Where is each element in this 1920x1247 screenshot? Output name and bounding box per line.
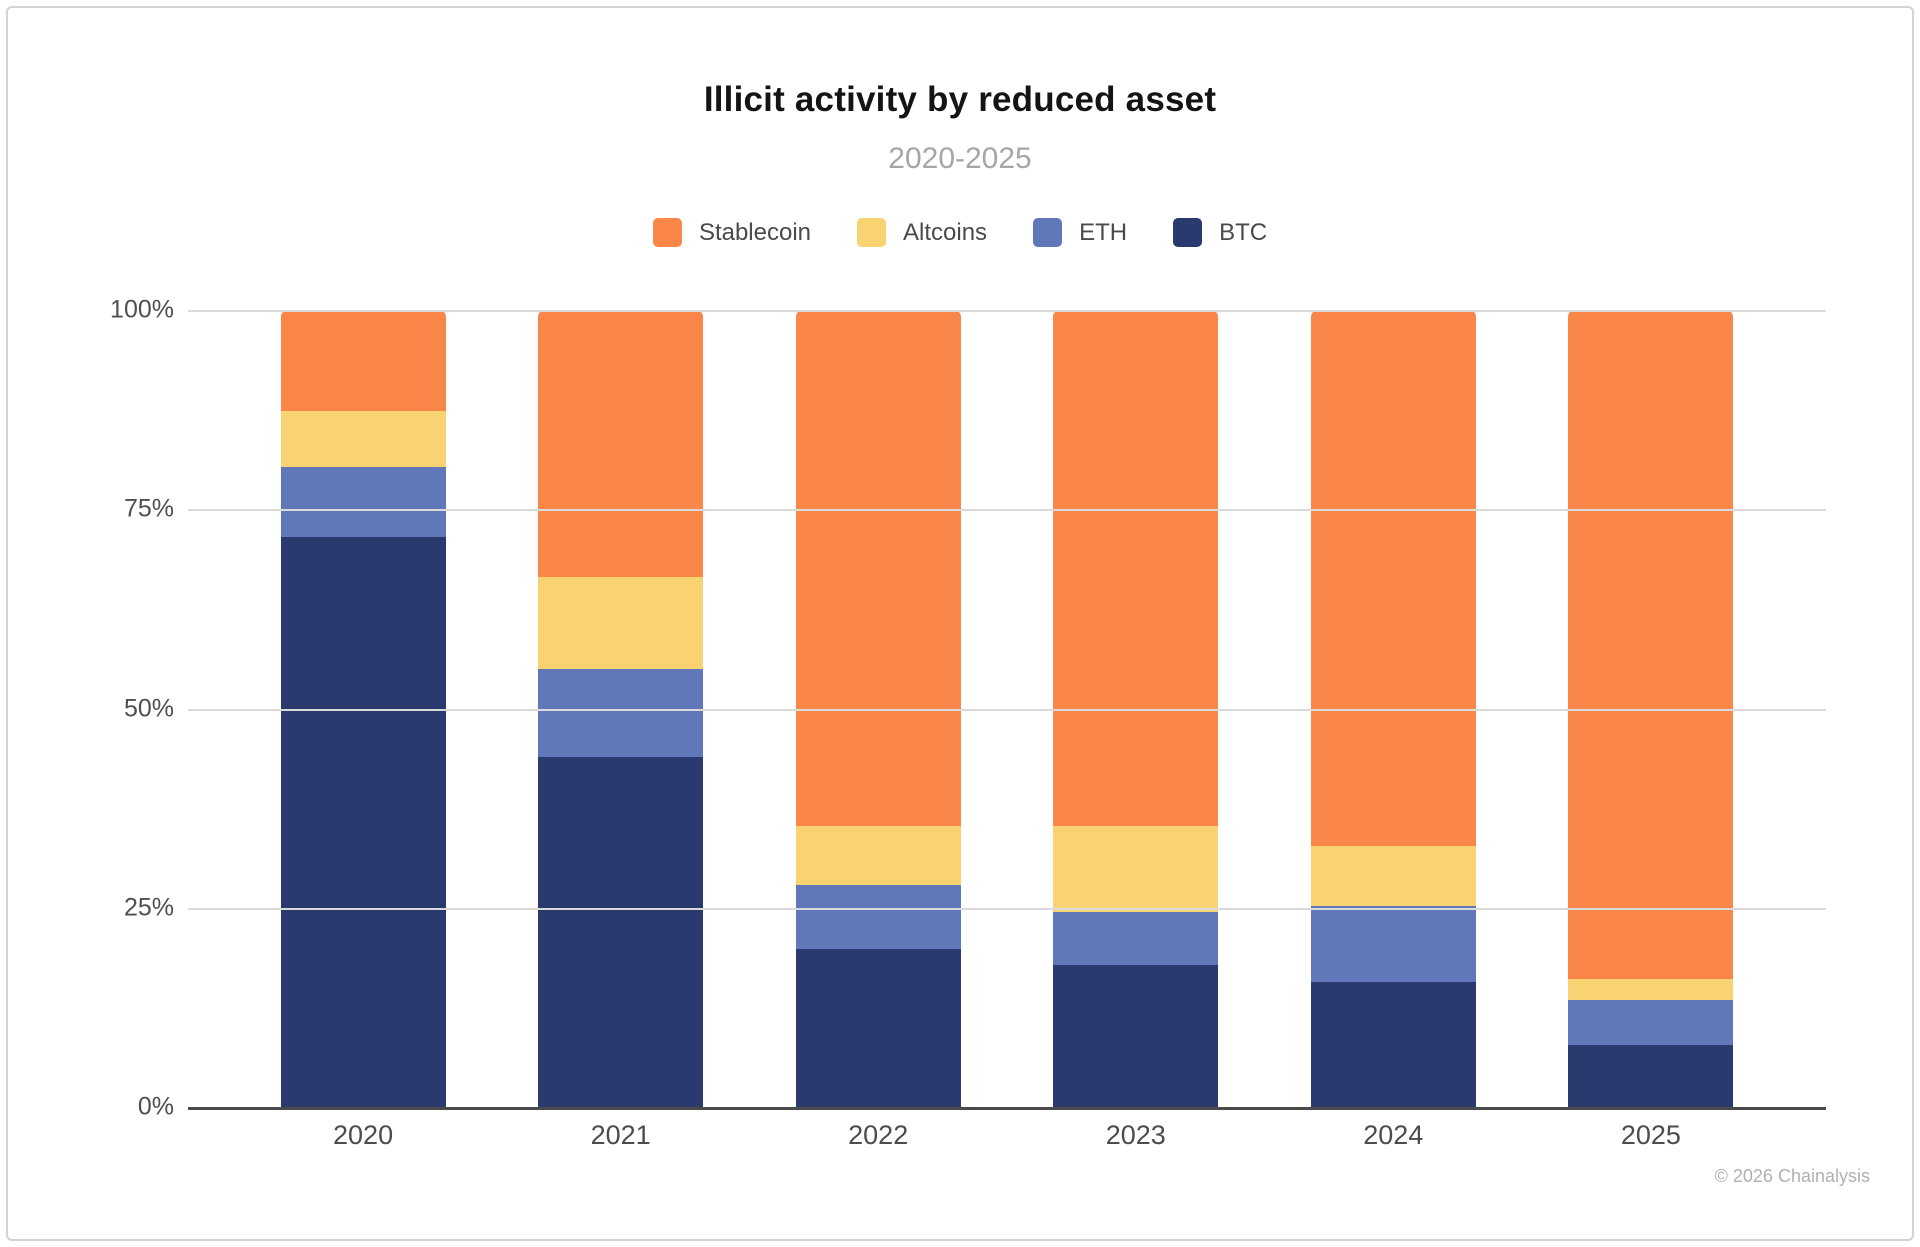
bar-segment-stablecoin-2020 xyxy=(280,310,446,412)
copyright-text: © 2026 Chainalysis xyxy=(1714,1166,1870,1186)
bar-segment-eth-2023 xyxy=(1053,911,1219,966)
y-axis-tick-label: 100% xyxy=(110,295,174,324)
bar-segment-eth-2021 xyxy=(538,668,704,758)
stacked-bar-2022 xyxy=(795,310,961,1107)
page-subtitle: 2020-2025 xyxy=(888,142,1032,175)
gridline xyxy=(188,310,1826,312)
legend-label: ETH xyxy=(1079,218,1128,246)
plot-area xyxy=(188,310,1826,1110)
y-axis-tick-label: 0% xyxy=(137,1092,174,1121)
bar-segment-eth-2025 xyxy=(1568,1000,1734,1045)
legend-item-stablecoin: Stablecoin xyxy=(652,218,812,247)
bar-segment-eth-2024 xyxy=(1310,906,1476,982)
btc-swatch-icon xyxy=(1173,218,1203,247)
bar-segment-btc-2025 xyxy=(1568,1044,1734,1107)
bar-segment-altcoins-2025 xyxy=(1568,978,1734,1001)
bars-container xyxy=(188,310,1826,1107)
x-axis-label-2020: 2020 xyxy=(333,1120,394,1150)
y-axis-tick-label: 50% xyxy=(123,694,174,722)
eth-swatch-icon xyxy=(1033,218,1063,247)
x-axis-label-2022: 2022 xyxy=(848,1120,909,1150)
bar-segment-altcoins-2021 xyxy=(538,576,704,669)
bar-segment-eth-2020 xyxy=(280,467,446,538)
stablecoin-swatch-icon xyxy=(652,218,682,247)
stacked-bar-2024 xyxy=(1310,310,1476,1107)
gridline xyxy=(188,708,1826,711)
bar-segment-stablecoin-2024 xyxy=(1310,310,1476,847)
stacked-bar-2021 xyxy=(538,310,704,1107)
legend-label: Stablecoin xyxy=(698,218,812,246)
legend-label: Altcoins xyxy=(903,218,988,246)
x-axis-label-2025: 2025 xyxy=(1620,1120,1681,1150)
legend: Stablecoin Altcoins ETH BTC xyxy=(8,218,1912,247)
altcoins-swatch-icon xyxy=(857,218,887,247)
page-title: Illicit activity by reduced asset xyxy=(703,80,1217,119)
bar-segment-altcoins-2024 xyxy=(1310,846,1476,907)
bar-segment-btc-2024 xyxy=(1310,981,1476,1107)
legend-item-altcoins: Altcoins xyxy=(857,218,987,247)
bar-segment-btc-2022 xyxy=(795,949,961,1107)
legend-item-eth: ETH xyxy=(1033,218,1127,247)
gridline xyxy=(188,907,1826,910)
legend-item-btc: BTC xyxy=(1173,218,1267,247)
bar-segment-stablecoin-2021 xyxy=(538,310,704,577)
bar-segment-stablecoin-2023 xyxy=(1053,310,1219,826)
y-axis-tick-label: 75% xyxy=(123,494,174,523)
bar-segment-eth-2022 xyxy=(795,885,961,950)
bar-segment-altcoins-2022 xyxy=(795,825,961,886)
bar-segment-altcoins-2020 xyxy=(280,411,446,467)
bar-segment-altcoins-2023 xyxy=(1053,825,1219,912)
gridline xyxy=(188,509,1826,512)
stacked-bar-2023 xyxy=(1053,310,1219,1107)
bar-segment-stablecoin-2022 xyxy=(795,310,961,826)
x-axis-label-2021: 2021 xyxy=(590,1120,651,1150)
stacked-bar-2020 xyxy=(280,310,446,1107)
y-axis-tick-label: 25% xyxy=(123,893,174,922)
stacked-bar-2025 xyxy=(1568,310,1734,1107)
x-axis-label-2023: 2023 xyxy=(1105,1120,1166,1150)
bar-segment-stablecoin-2025 xyxy=(1568,310,1734,979)
legend-label: BTC xyxy=(1219,218,1268,246)
x-axis-labels: 2020 2021 2022 2023 2024 2025 xyxy=(188,1120,1826,1151)
bar-segment-btc-2020 xyxy=(280,537,446,1107)
x-axis-label-2024: 2024 xyxy=(1363,1120,1424,1150)
bar-segment-btc-2023 xyxy=(1053,965,1219,1107)
chart-card: Illicit activity by reduced asset 2020-2… xyxy=(6,6,1914,1241)
bar-segment-btc-2021 xyxy=(538,757,704,1107)
